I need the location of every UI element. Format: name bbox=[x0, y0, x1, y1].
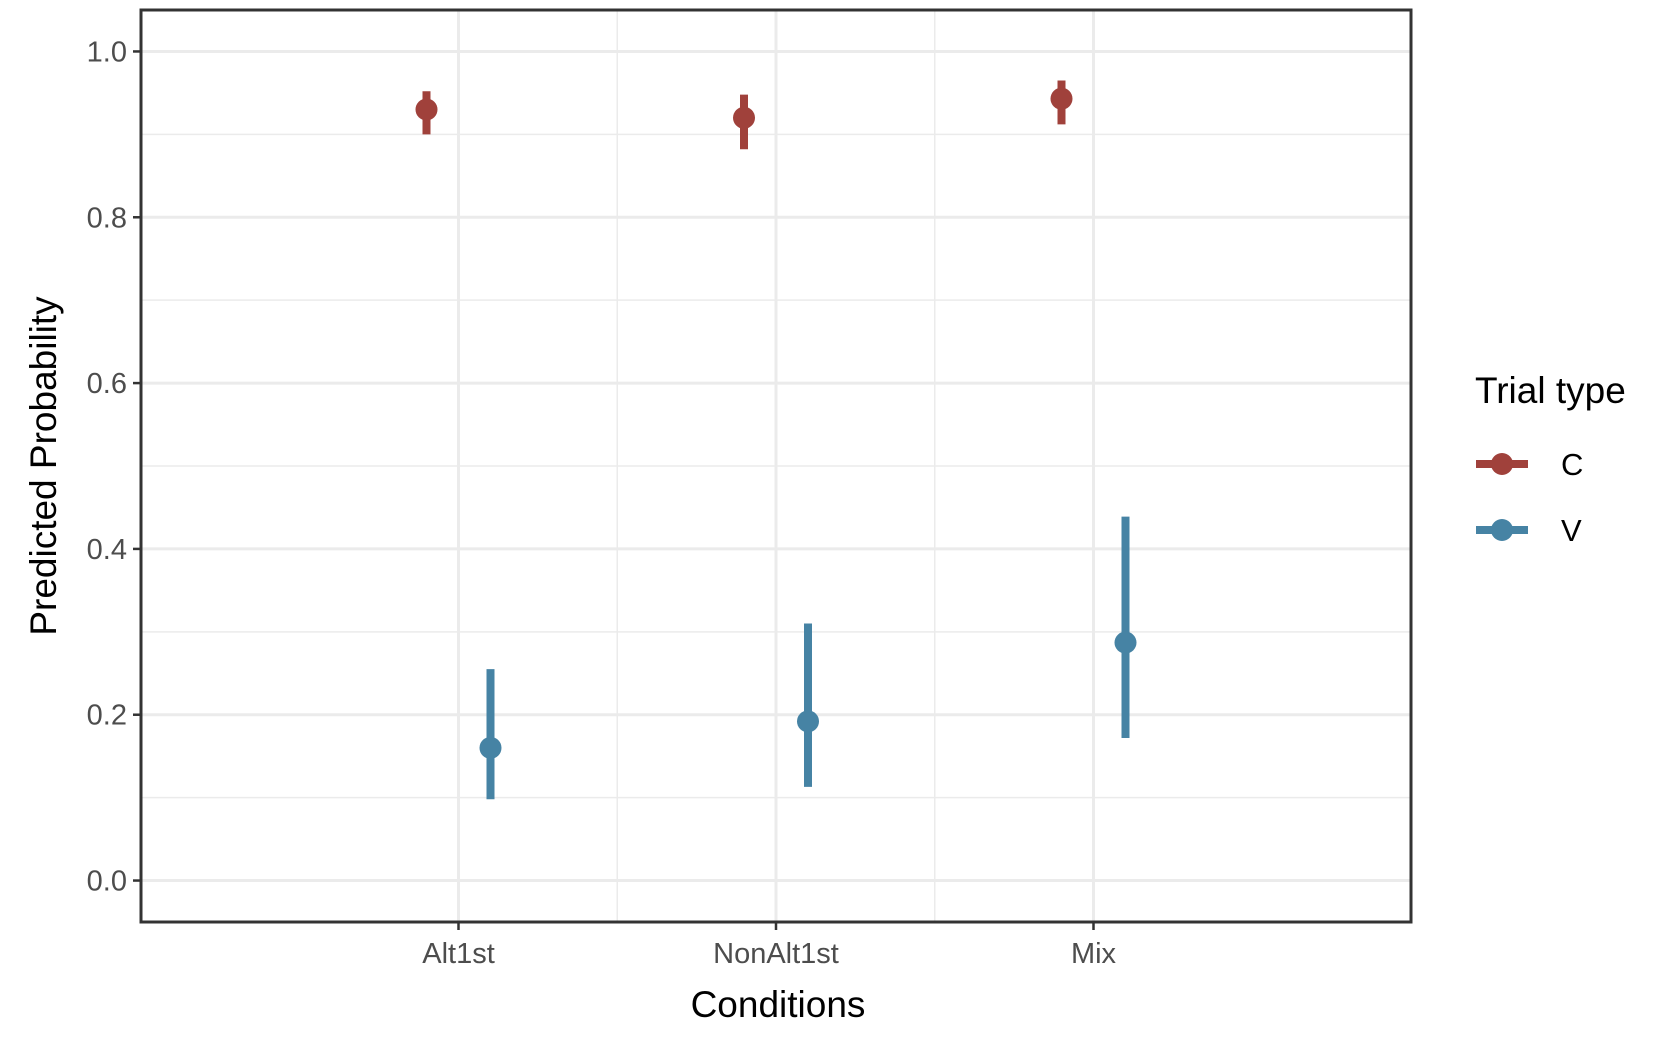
legend-key-point-V bbox=[1491, 519, 1513, 541]
y-axis: 0.0 0.2 0.4 0.6 0.8 1.0 bbox=[87, 36, 141, 898]
y-axis-title: Predicted Probability bbox=[23, 296, 64, 636]
x-tick-label: Alt1st bbox=[422, 938, 495, 970]
y-tick-label: 0.4 bbox=[87, 534, 127, 566]
point-V-NonAlt1st bbox=[797, 710, 819, 733]
legend-label-C: C bbox=[1561, 447, 1583, 482]
point-C-Mix bbox=[1050, 87, 1073, 110]
data-marks bbox=[415, 80, 1137, 800]
point-C-NonAlt1st bbox=[733, 106, 755, 129]
y-tick-label: 0.2 bbox=[87, 700, 127, 732]
y-tick-label: 0.6 bbox=[87, 368, 127, 400]
x-axis-title: Conditions bbox=[691, 984, 866, 1025]
x-tick-label: NonAlt1st bbox=[713, 938, 839, 970]
point-C-Alt1st bbox=[415, 98, 438, 121]
y-tick-label: 0.0 bbox=[87, 866, 127, 898]
point-V-Alt1st bbox=[479, 736, 502, 759]
x-axis: Alt1st NonAlt1st Mix bbox=[422, 922, 1117, 970]
legend: Trial type CV bbox=[1475, 370, 1626, 548]
y-tick-label: 0.8 bbox=[87, 202, 127, 234]
legend-label-V: V bbox=[1561, 513, 1582, 548]
legend-key-point-C bbox=[1491, 453, 1513, 475]
point-V-Mix bbox=[1114, 631, 1137, 654]
legend-title: Trial type bbox=[1475, 370, 1626, 411]
y-tick-label: 1.0 bbox=[87, 36, 127, 68]
x-tick-label: Mix bbox=[1071, 938, 1117, 970]
major-gridlines bbox=[141, 10, 1411, 922]
